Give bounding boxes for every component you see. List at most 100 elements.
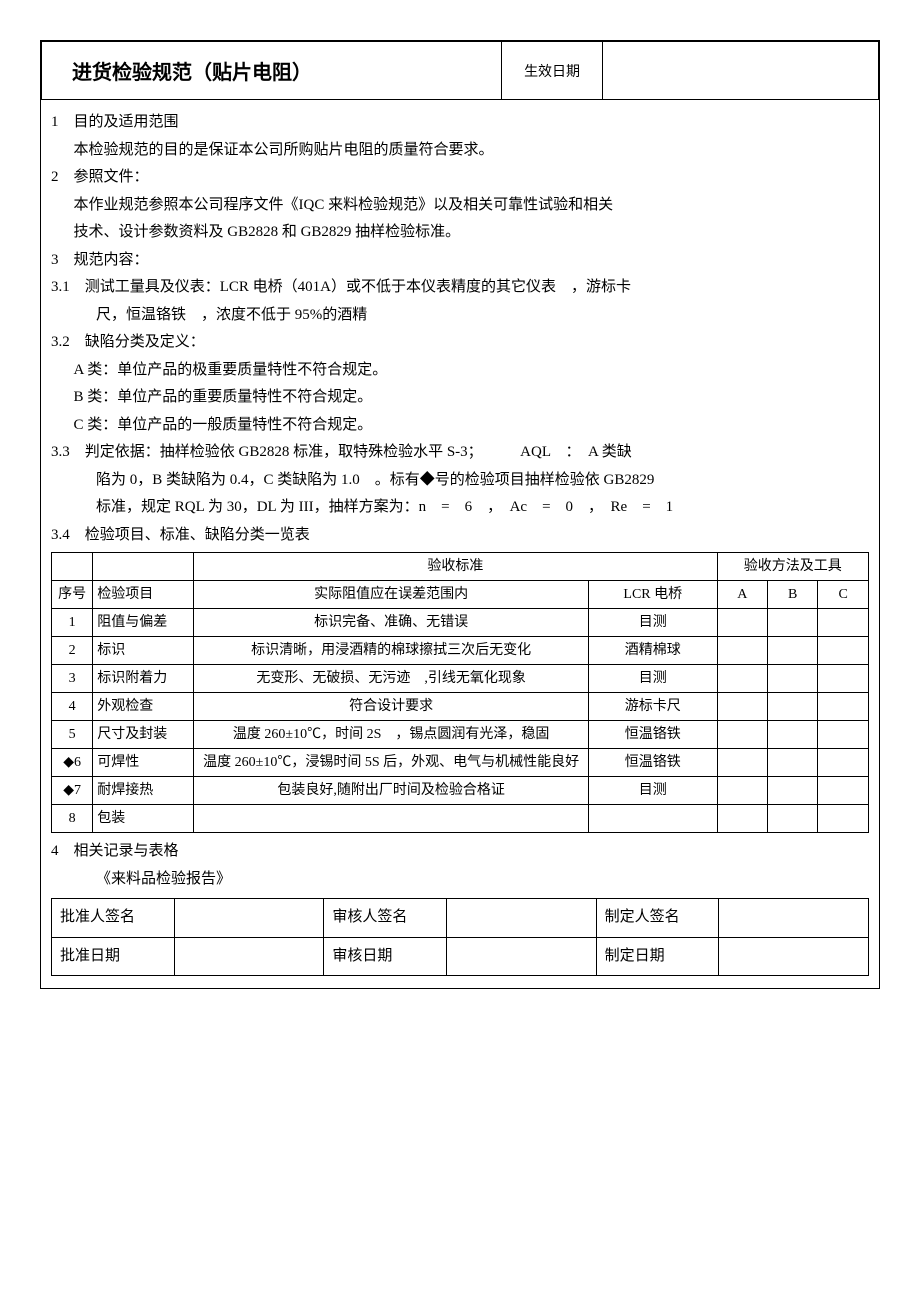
cell-a <box>717 693 767 721</box>
hdr-seq: 序号 <box>52 581 93 609</box>
cell-std: 符合设计要求 <box>194 693 589 721</box>
signature-table: 批准人签名 审核人签名 制定人签名 批准日期 审核日期 制定日期 <box>51 898 869 976</box>
section-4-heading: 4 相关记录与表格 <box>51 839 869 865</box>
cell-b <box>767 637 817 665</box>
cell-tool: 目测 <box>589 777 718 805</box>
cell-a <box>717 805 767 833</box>
cell-b <box>767 805 817 833</box>
section-3-3-line-1: 3.3 判定依据：抽样检验依 GB2828 标准，取特殊检验水平 S-3； AQ… <box>51 440 869 466</box>
section-3-3-line-2: 陷为 0，B 类缺陷为 0.4，C 类缺陷为 1.0 。标有◆号的检验项目抽样检… <box>51 468 869 494</box>
cell-b <box>767 749 817 777</box>
cell-a <box>717 609 767 637</box>
cell-c <box>818 749 869 777</box>
cell-c <box>818 665 869 693</box>
cell-a <box>717 749 767 777</box>
table-row: 4 外观检查 符合设计要求 游标卡尺 <box>52 693 869 721</box>
cell-std: 标识完备、准确、无错误 <box>194 609 589 637</box>
section-2-heading: 2 参照文件： <box>51 165 869 191</box>
doc-title: 进货检验规范（贴片电阻） <box>42 42 502 100</box>
inspection-table: 验收标准 验收方法及工具 序号 检验项目 实际阻值应在误差范围内 LCR 电桥 … <box>51 552 869 833</box>
approve-name-label: 批准人签名 <box>52 899 175 938</box>
table-row: ◆7 耐焊接热 包装良好,随附出厂时间及检验合格证 目测 <box>52 777 869 805</box>
cell-item: 尺寸及封装 <box>93 721 194 749</box>
cell-std: 标识清晰，用浸酒精的棉球擦拭三次后无变化 <box>194 637 589 665</box>
cell-item: 阻值与偏差 <box>93 609 194 637</box>
review-name-value <box>447 899 597 938</box>
sub-std: 实际阻值应在误差范围内 <box>194 581 589 609</box>
section-4-text: 《来料品检验报告》 <box>51 867 869 893</box>
cell-tool: 游标卡尺 <box>589 693 718 721</box>
cell-b <box>767 721 817 749</box>
cell-a <box>717 665 767 693</box>
header-table: 进货检验规范（贴片电阻） 生效日期 <box>41 41 879 100</box>
cell-tool <box>589 805 718 833</box>
eff-date-value <box>602 42 878 100</box>
section-3-4-heading: 3.4 检验项目、标准、缺陷分类一览表 <box>51 523 869 549</box>
cell-seq: 5 <box>52 721 93 749</box>
cell-b <box>767 609 817 637</box>
hdr-blank-1 <box>52 553 93 581</box>
table-row: 5 尺寸及封装 温度 260±10℃，时间 2S ，锡点圆润有光泽，稳固 恒温铬… <box>52 721 869 749</box>
section-1-text: 本检验规范的目的是保证本公司所购贴片电阻的质量符合要求。 <box>51 138 869 164</box>
cell-tool: 目测 <box>589 665 718 693</box>
cell-std <box>194 805 589 833</box>
cell-item: 标识附着力 <box>93 665 194 693</box>
cell-tool: 恒温铬铁 <box>589 721 718 749</box>
section-3-2-b: B 类：单位产品的重要质量特性不符合规定。 <box>51 385 869 411</box>
cell-tool: 恒温铬铁 <box>589 749 718 777</box>
section-3-2-a: A 类：单位产品的极重要质量特性不符合规定。 <box>51 358 869 384</box>
cell-c <box>818 777 869 805</box>
hdr-blank-2 <box>93 553 194 581</box>
table-header-row-2: 序号 检验项目 实际阻值应在误差范围内 LCR 电桥 A B C <box>52 581 869 609</box>
cell-seq: ◆6 <box>52 749 93 777</box>
review-name-label: 审核人签名 <box>324 899 447 938</box>
cell-c <box>818 805 869 833</box>
cell-std: 无变形、无破损、无污迹 ,引线无氧化现象 <box>194 665 589 693</box>
cell-item: 外观检查 <box>93 693 194 721</box>
cell-tool: 目测 <box>589 609 718 637</box>
cell-seq: 8 <box>52 805 93 833</box>
cell-item: 耐焊接热 <box>93 777 194 805</box>
signature-name-row: 批准人签名 审核人签名 制定人签名 <box>52 899 869 938</box>
table-row: 2 标识 标识清晰，用浸酒精的棉球擦拭三次后无变化 酒精棉球 <box>52 637 869 665</box>
cell-seq: ◆7 <box>52 777 93 805</box>
hdr-method-tool: 验收方法及工具 <box>717 553 868 581</box>
review-date-value <box>447 937 597 976</box>
cell-seq: 4 <box>52 693 93 721</box>
cell-seq: 1 <box>52 609 93 637</box>
eff-date-label: 生效日期 <box>502 42 602 100</box>
table-row: 8 包装 <box>52 805 869 833</box>
cell-c <box>818 721 869 749</box>
cell-a <box>717 721 767 749</box>
cell-a <box>717 777 767 805</box>
section-1-heading: 1 目的及适用范围 <box>51 110 869 136</box>
make-name-value <box>719 899 869 938</box>
cell-std: 温度 260±10℃，浸锡时间 5S 后，外观、电气与机械性能良好 <box>194 749 589 777</box>
cell-std: 包装良好,随附出厂时间及检验合格证 <box>194 777 589 805</box>
section-3-3-line-3: 标准，规定 RQL 为 30，DL 为 III，抽样方案为：n = 6 ， Ac… <box>51 495 869 521</box>
section-3-2-heading: 3.2 缺陷分类及定义： <box>51 330 869 356</box>
sub-b: B <box>767 581 817 609</box>
section-2-text-1: 本作业规范参照本公司程序文件《IQC 来料检验规范》以及相关可靠性试验和相关 <box>51 193 869 219</box>
section-3-1-line-1: 3.1 测试工量具及仪表：LCR 电桥（401A）或不低于本仪表精度的其它仪表 … <box>51 275 869 301</box>
approve-name-value <box>174 899 324 938</box>
sub-a: A <box>717 581 767 609</box>
signature-date-row: 批准日期 审核日期 制定日期 <box>52 937 869 976</box>
table-row: ◆6 可焊性 温度 260±10℃，浸锡时间 5S 后，外观、电气与机械性能良好… <box>52 749 869 777</box>
table-row: 1 阻值与偏差 标识完备、准确、无错误 目测 <box>52 609 869 637</box>
cell-tool: 酒精棉球 <box>589 637 718 665</box>
cell-std: 温度 260±10℃，时间 2S ，锡点圆润有光泽，稳固 <box>194 721 589 749</box>
cell-b <box>767 665 817 693</box>
make-name-label: 制定人签名 <box>596 899 719 938</box>
approve-date-label: 批准日期 <box>52 937 175 976</box>
section-2-text-2: 技术、设计参数资料及 GB2828 和 GB2829 抽样检验标准。 <box>51 220 869 246</box>
cell-a <box>717 637 767 665</box>
section-3-1-line-2: 尺，恒温铬铁 ，浓度不低于 95%的酒精 <box>51 303 869 329</box>
cell-b <box>767 777 817 805</box>
cell-item: 包装 <box>93 805 194 833</box>
cell-item: 可焊性 <box>93 749 194 777</box>
table-row: 3 标识附着力 无变形、无破损、无污迹 ,引线无氧化现象 目测 <box>52 665 869 693</box>
hdr-item: 检验项目 <box>93 581 194 609</box>
hdr-acceptance-standard: 验收标准 <box>194 553 717 581</box>
review-date-label: 审核日期 <box>324 937 447 976</box>
